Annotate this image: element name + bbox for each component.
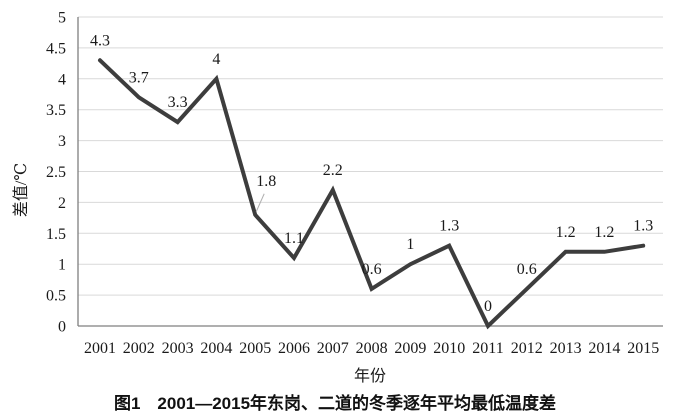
y-tick-label: 3.5 — [46, 102, 66, 119]
y-axis-tick-labels: 0 0.5 1 1.5 2 2.5 3 3.5 4 4.5 5 — [46, 10, 66, 336]
y-tick-label: 5 — [58, 10, 66, 27]
x-tick-label: 2010 — [433, 340, 465, 357]
data-label: 4 — [212, 51, 220, 68]
series-line — [98, 58, 646, 330]
x-tick-label: 2002 — [123, 340, 155, 357]
x-tick-label: 2012 — [511, 340, 543, 357]
x-tick-label: 2001 — [84, 340, 116, 357]
data-label: 1.1 — [284, 230, 304, 247]
data-label: 1.3 — [633, 218, 653, 235]
y-tick-label: 1 — [58, 257, 66, 274]
temperature-difference-line — [98, 58, 646, 330]
x-tick-label: 2004 — [200, 340, 232, 357]
data-label: 3.3 — [168, 94, 188, 111]
y-tick-label: 0 — [58, 319, 66, 336]
x-tick-label: 2013 — [550, 340, 582, 357]
data-label: 1.2 — [594, 224, 614, 241]
x-tick-label: 2007 — [317, 340, 349, 357]
data-label: 0 — [484, 298, 492, 315]
y-tick-label: 4 — [58, 71, 66, 88]
x-tick-label: 2006 — [278, 340, 310, 357]
y-tick-label: 0.5 — [46, 288, 66, 305]
data-point-labels: 4.3 3.7 3.3 4 1.8 1.1 2.2 0.6 1 1.3 0 0.6 1.2 1.2 1.3 — [90, 32, 653, 315]
data-label: 1.8 — [256, 173, 276, 190]
figure-caption: 图1 2001—2015年东岗、二道的冬季逐年平均最低温度差 — [114, 393, 556, 413]
callout-leader-line — [255, 193, 265, 212]
data-label: 0.6 — [362, 261, 382, 278]
y-tick-label: 1.5 — [46, 226, 66, 243]
data-label: 4.3 — [90, 32, 110, 49]
x-tick-label: 2015 — [627, 340, 659, 357]
x-tick-label: 2005 — [239, 340, 271, 357]
x-axis-title: 年份 — [354, 367, 386, 385]
x-axis-tick-labels: 2001 2002 2003 2004 2005 2006 2007 2008 2009 2010… — [84, 340, 659, 357]
y-tick-label: 4.5 — [46, 40, 66, 57]
data-label: 1 — [406, 236, 414, 253]
x-tick-label: 2011 — [472, 340, 503, 357]
data-label: 0.6 — [517, 261, 537, 278]
x-tick-label: 2008 — [356, 340, 388, 357]
data-label: 1.2 — [556, 224, 576, 241]
x-tick-label: 2014 — [588, 340, 620, 357]
y-tick-label: 2 — [58, 195, 66, 212]
y-tick-label: 2.5 — [46, 164, 66, 181]
y-axis-title: 差值/℃ — [12, 163, 30, 217]
data-label: 1.3 — [439, 218, 459, 235]
y-tick-label: 3 — [58, 133, 66, 150]
data-label: 2.2 — [323, 162, 343, 179]
gridlines — [78, 16, 663, 296]
axis-lines — [77, 17, 663, 327]
data-label: 3.7 — [129, 69, 149, 86]
x-tick-label: 2009 — [394, 340, 426, 357]
x-tick-label: 2003 — [162, 340, 194, 357]
